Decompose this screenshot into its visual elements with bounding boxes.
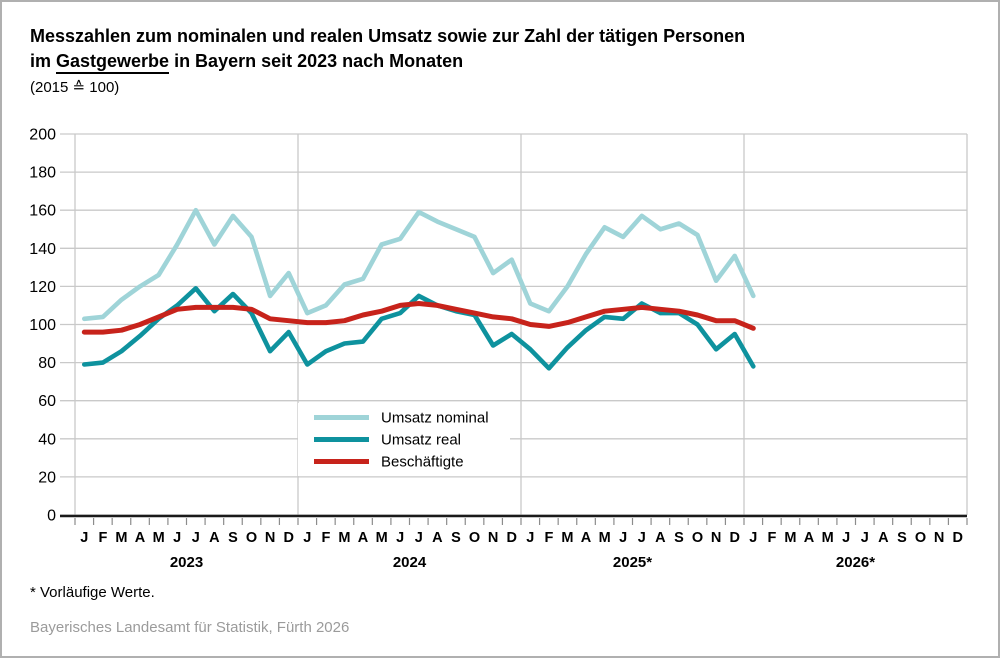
y-tick-label-0: 0: [47, 508, 56, 525]
month-label: F: [544, 530, 553, 546]
month-label: N: [265, 530, 275, 546]
month-label: M: [153, 530, 165, 546]
month-label: J: [526, 530, 534, 546]
y-tick-label-80: 80: [38, 355, 56, 372]
month-label: J: [80, 530, 88, 546]
y-gridlines: [60, 133, 967, 516]
month-label: D: [506, 530, 516, 546]
series-umsatz-real: [82, 285, 756, 371]
month-label: J: [173, 530, 181, 546]
title-line-2: im Gastgewerbe in Bayern seit 2023 nach …: [30, 49, 745, 74]
x-year-labels: 2023 2024 2025* 2026*: [170, 554, 875, 571]
month-label: A: [655, 530, 666, 546]
title-keyword-underlined: Gastgewerbe: [56, 51, 170, 74]
month-label: D: [729, 530, 739, 546]
month-label: J: [842, 530, 850, 546]
y-tick-label-180: 180: [29, 165, 56, 182]
month-label: M: [376, 530, 388, 546]
month-label: M: [822, 530, 834, 546]
legend-label-1: Umsatz real: [381, 432, 461, 449]
legend-label-0: Umsatz nominal: [381, 410, 489, 427]
month-label: M: [784, 530, 796, 546]
legend: Umsatz nominal Umsatz real Beschäftigte: [298, 403, 510, 476]
month-label: J: [303, 530, 311, 546]
month-label: O: [692, 530, 703, 546]
month-label: A: [581, 530, 592, 546]
footnote-preliminary: * Vorläufige Werte.: [30, 584, 155, 601]
month-label: S: [897, 530, 907, 546]
month-label: S: [451, 530, 461, 546]
page-title: Messzahlen zum nominalen und realen Umsa…: [30, 24, 745, 99]
month-label: J: [749, 530, 757, 546]
month-label: M: [338, 530, 350, 546]
month-label: M: [561, 530, 573, 546]
month-label: F: [321, 530, 330, 546]
month-label: O: [469, 530, 480, 546]
series-umsatz-nominal: [82, 207, 756, 322]
y-tick-label-60: 60: [38, 393, 56, 410]
month-label: S: [228, 530, 238, 546]
y-tick-label-20: 20: [38, 469, 56, 486]
month-label: A: [209, 530, 220, 546]
source-attribution: Bayerisches Landesamt für Statistik, Für…: [30, 619, 350, 636]
title-base-year: (2015 ≙ 100): [30, 79, 120, 96]
title-line-2-prefix: im: [30, 51, 57, 71]
month-label: N: [934, 530, 944, 546]
title-line-1: Messzahlen zum nominalen und realen Umsa…: [30, 26, 746, 46]
month-label: N: [488, 530, 498, 546]
month-label: A: [432, 530, 443, 546]
month-label: J: [619, 530, 627, 546]
y-axis-labels: 0 20 40 60 80 100 120 140 160 180 200: [29, 127, 56, 525]
month-label: D: [952, 530, 962, 546]
month-label: A: [878, 530, 889, 546]
x-month-ticks: [74, 518, 968, 525]
month-label: J: [396, 530, 404, 546]
y-tick-label-200: 200: [29, 127, 56, 144]
month-label: F: [767, 530, 776, 546]
title-line-2-suffix: in Bayern seit 2023 nach Monaten: [169, 51, 464, 71]
month-label: J: [861, 530, 869, 546]
y-tick-label-160: 160: [29, 203, 56, 220]
month-label: S: [674, 530, 684, 546]
month-label: M: [599, 530, 611, 546]
year-label-2024: 2024: [393, 554, 427, 571]
month-label: O: [246, 530, 257, 546]
month-label: J: [638, 530, 646, 546]
month-label: A: [358, 530, 369, 546]
y-tick-label-100: 100: [29, 317, 56, 334]
month-label: M: [115, 530, 127, 546]
year-label-2023: 2023: [170, 554, 203, 571]
month-label: O: [915, 530, 926, 546]
month-label: A: [135, 530, 146, 546]
y-tick-label-120: 120: [29, 279, 56, 296]
month-label: J: [415, 530, 423, 546]
year-label-2026*: 2026*: [836, 554, 875, 571]
month-label: J: [192, 530, 200, 546]
year-label-2025*: 2025*: [613, 554, 652, 571]
month-label: D: [283, 530, 293, 546]
month-label: N: [711, 530, 721, 546]
series-besch-ftigte: [81, 301, 756, 335]
legend-label-2: Beschäftigte: [381, 454, 464, 471]
month-label: A: [804, 530, 815, 546]
y-tick-label-40: 40: [38, 431, 56, 448]
month-label: F: [98, 530, 107, 546]
y-tick-label-140: 140: [29, 241, 56, 258]
